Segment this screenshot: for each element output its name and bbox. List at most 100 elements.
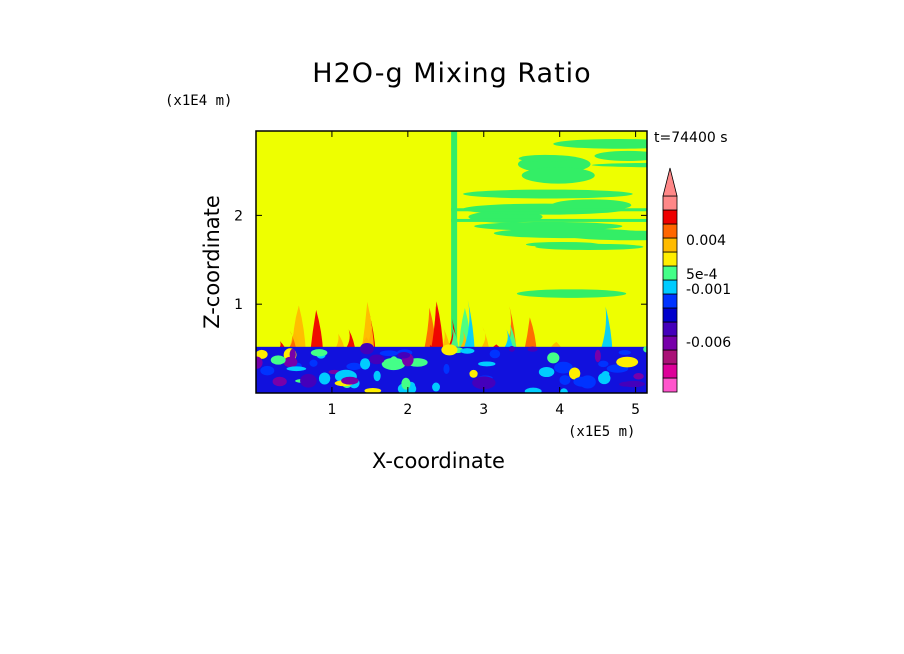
- colorbar-label: -0.001: [686, 282, 731, 298]
- field-plume: [446, 326, 460, 354]
- field-blob: [397, 351, 411, 359]
- field-plume: [503, 324, 517, 354]
- field-streak: [451, 208, 647, 212]
- field-blob: [401, 377, 411, 390]
- field-blob: [524, 387, 542, 393]
- field-streak: [564, 230, 647, 241]
- field-blob: [373, 370, 381, 382]
- field-streak: [451, 131, 458, 353]
- chart-title: H2O-g Mixing Ratio: [312, 58, 592, 89]
- colorbar-segment: [662, 237, 678, 253]
- x-scale-label: (x1E5 m): [568, 424, 636, 440]
- field-blob: [256, 349, 268, 359]
- field-blob: [364, 388, 382, 393]
- colorbar-segment: [662, 251, 678, 267]
- field-blob: [318, 372, 331, 385]
- field-blob: [568, 367, 581, 380]
- colorbar-segment: [662, 223, 678, 239]
- field-blob: [489, 349, 501, 359]
- field-blob: [379, 350, 399, 357]
- field-blob: [527, 346, 538, 352]
- y-scale-label: (x1E4 m): [165, 93, 233, 109]
- field-blob: [272, 376, 287, 387]
- field-blob: [286, 366, 307, 372]
- field-plume: [361, 301, 375, 354]
- field-blob: [359, 342, 375, 355]
- colorbar-segment: [662, 321, 678, 337]
- field-blob: [341, 376, 359, 385]
- y-axis: 12: [234, 208, 647, 313]
- colorbar-segment: [662, 209, 678, 225]
- colorbar-segment: [662, 195, 678, 211]
- field-plume: [310, 309, 324, 354]
- field-blob: [478, 361, 496, 367]
- field-plume: [461, 300, 475, 354]
- field-blob: [360, 358, 371, 370]
- field-blob: [616, 356, 639, 368]
- field-blob: [559, 375, 571, 385]
- field-streak: [518, 154, 572, 163]
- x-tick-label: 4: [555, 402, 564, 418]
- plot-frame: [255, 130, 648, 394]
- field-streak: [553, 138, 647, 149]
- field-blob: [460, 348, 475, 354]
- field-blob: [547, 352, 560, 364]
- x-axis-label: X-coordinate: [372, 449, 505, 473]
- field-streak: [474, 221, 623, 231]
- colorbar-segment: [662, 335, 678, 351]
- field-streak: [551, 199, 632, 212]
- field-blob: [443, 363, 450, 375]
- field-blob: [432, 382, 441, 392]
- field-blob: [472, 376, 496, 390]
- x-tick-label: 1: [327, 402, 336, 418]
- colorbar-segment: [662, 265, 678, 281]
- contour-field: [256, 131, 647, 393]
- field-blob: [554, 361, 573, 374]
- field-blob: [594, 349, 601, 363]
- field-blob: [300, 373, 317, 388]
- field-blob: [381, 357, 406, 371]
- time-label: t=74400 s: [654, 130, 728, 146]
- field-blob: [289, 348, 296, 361]
- field-blob: [309, 359, 318, 367]
- y-tick-label: 2: [234, 208, 243, 224]
- field-streak: [535, 243, 644, 250]
- colorbar-extend-arrow: [662, 167, 678, 197]
- colorbar-segment: [662, 307, 678, 323]
- field-streak: [521, 167, 595, 184]
- field-streak: [594, 150, 647, 162]
- field-blob: [633, 373, 644, 380]
- colorbar-label: 0.004: [686, 233, 726, 249]
- colorbar-label: 5e-4: [686, 267, 718, 283]
- field-streak: [451, 218, 647, 222]
- field-blob: [369, 354, 385, 365]
- field-blob: [260, 365, 275, 376]
- field-plume: [599, 306, 613, 354]
- y-tick-label: 1: [234, 297, 243, 313]
- field-blob: [598, 360, 609, 368]
- field-blob: [538, 366, 555, 378]
- field-blob: [469, 369, 478, 378]
- colorbar-segment: [662, 293, 678, 309]
- field-blob: [256, 356, 263, 369]
- field-blob: [573, 376, 592, 387]
- field-blob: [559, 388, 568, 393]
- colorbar-segment: [662, 363, 678, 379]
- x-tick-label: 2: [403, 402, 412, 418]
- field-streak: [463, 189, 633, 199]
- field-plume: [523, 317, 537, 354]
- field-plume: [430, 301, 444, 354]
- field-plume: [476, 327, 490, 354]
- field-blob: [622, 380, 646, 388]
- field-blob: [598, 372, 611, 385]
- field-blob: [346, 362, 362, 371]
- colorbar-segment: [662, 377, 678, 393]
- field-blob: [643, 346, 647, 353]
- x-tick-label: 3: [479, 402, 488, 418]
- x-tick-label: 5: [631, 402, 640, 418]
- field-blob: [310, 349, 328, 357]
- field-blob: [508, 346, 516, 352]
- field-blob: [441, 344, 458, 356]
